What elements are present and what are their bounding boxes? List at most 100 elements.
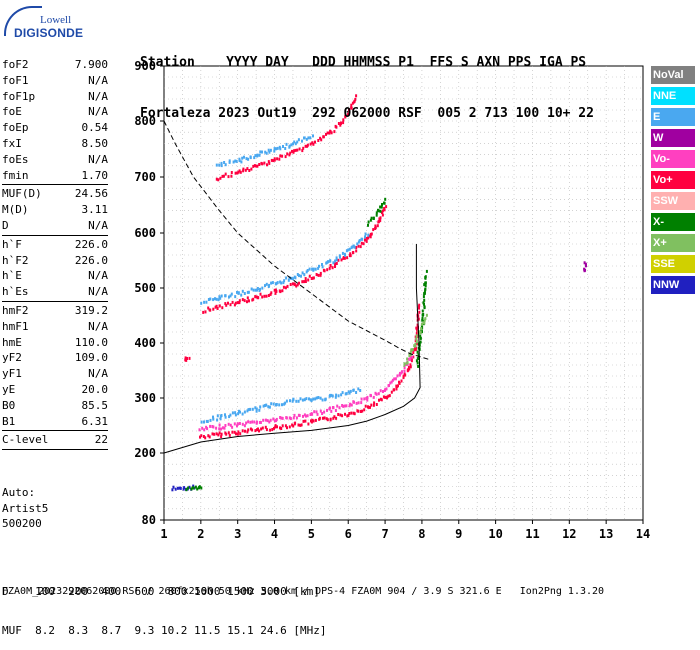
- echo-pixel: [329, 259, 332, 263]
- echo-pixel: [422, 313, 425, 316]
- echo-pixel: [255, 164, 258, 168]
- echo-pixel: [296, 140, 299, 144]
- echo-pixel: [420, 322, 423, 326]
- echo-pixel: [360, 397, 363, 401]
- param-divider: [2, 234, 108, 236]
- echo-pixel: [335, 256, 338, 260]
- echo-pixel: [248, 299, 250, 303]
- echo-pixel: [255, 407, 258, 411]
- echo-pixel: [314, 140, 316, 144]
- echo-pixel: [216, 418, 219, 422]
- auto-label: Auto:: [2, 486, 36, 499]
- echo-pixel: [332, 261, 335, 265]
- echo-pixel: [238, 301, 241, 305]
- echo-pixel: [419, 336, 422, 340]
- x-tick-label: 12: [562, 527, 576, 541]
- legend-item-e: E: [651, 108, 695, 126]
- echo-pixel: [282, 285, 285, 289]
- echo-pixel: [403, 362, 406, 366]
- echo-pixel: [251, 420, 254, 424]
- echo-pixel: [247, 428, 250, 432]
- echo-pixel: [298, 147, 301, 151]
- echo-pixel: [372, 395, 375, 399]
- logo-lowell: Lowell: [40, 14, 72, 26]
- echo-pixel: [366, 398, 369, 402]
- echo-pixel: [368, 234, 371, 238]
- echo-pixel: [353, 245, 356, 249]
- echo-pixel: [265, 428, 268, 432]
- echo-pixel: [208, 435, 211, 439]
- param-row: h`E N/A: [2, 268, 108, 284]
- echo-pixel: [312, 267, 315, 271]
- echo-pixel: [306, 414, 309, 418]
- echo-pixel: [218, 163, 221, 167]
- x-tick-label: 14: [636, 527, 650, 541]
- echo-pixel: [291, 149, 293, 153]
- echo-pixel: [196, 487, 199, 491]
- echo-pixel: [353, 400, 355, 404]
- echo-pixel: [200, 420, 203, 424]
- echo-pixel: [293, 140, 296, 144]
- echo-pixel: [343, 252, 346, 256]
- echo-pixel: [332, 416, 335, 420]
- echo-pixel: [418, 344, 421, 348]
- x-tick-label: 8: [418, 527, 425, 541]
- param-name: foEs: [2, 152, 29, 166]
- echo-pixel: [302, 419, 305, 423]
- echo-pixel: [341, 414, 344, 418]
- polarization-legend: NoVal NNE E W Vo- Vo+ SSW X- X+ SSE NNW: [651, 66, 695, 297]
- echo-pixel: [303, 136, 306, 140]
- x-tick-label: 11: [525, 527, 539, 541]
- echo-pixel: [342, 121, 345, 125]
- header-line-2: Fortaleza 2023 Out19 292 062000 RSF 005 …: [140, 106, 594, 121]
- echo-pixel: [241, 412, 244, 416]
- echo-pixel: [270, 158, 273, 162]
- echo-pixel: [237, 291, 240, 295]
- echo-pixel: [274, 282, 277, 286]
- echo-pixel: [340, 258, 343, 262]
- echo-pixel: [318, 416, 321, 420]
- echo-pixel: [332, 406, 335, 410]
- echo-pixel: [218, 431, 221, 435]
- echo-pixel: [230, 171, 233, 174]
- echo-pixel: [268, 161, 271, 165]
- echo-pixel: [254, 295, 257, 299]
- param-value: 6.31: [81, 414, 109, 428]
- echo-pixel: [357, 401, 360, 405]
- echo-pixel: [303, 413, 306, 417]
- echo-pixel: [304, 144, 307, 148]
- echo-pixel: [305, 137, 308, 141]
- echo-pixel: [335, 393, 338, 397]
- echo-pixel: [351, 251, 354, 255]
- echo-pixel: [407, 366, 410, 369]
- echo-pixel: [209, 424, 212, 428]
- echo-pixel: [334, 395, 337, 399]
- echo-pixel: [315, 410, 318, 414]
- echo-pixel: [384, 197, 387, 201]
- echo-pixel: [286, 152, 289, 156]
- echo-pixel: [346, 414, 349, 418]
- echo-pixel: [312, 142, 315, 146]
- echo-pixel: [304, 280, 307, 283]
- echo-pixel: [298, 281, 300, 285]
- echo-pixel: [333, 130, 336, 134]
- echo-pixel: [257, 296, 260, 300]
- echo-pixel: [198, 428, 201, 432]
- echo-pixel: [377, 392, 380, 396]
- echo-pixel: [364, 238, 366, 242]
- echo-pixel: [423, 283, 426, 287]
- echo-pixel: [276, 157, 279, 161]
- echo-pixel: [331, 394, 334, 398]
- echo-pixel: [347, 413, 350, 417]
- echo-pixel: [212, 417, 215, 421]
- echo-pixel: [362, 242, 365, 246]
- echo-pixel: [243, 155, 245, 159]
- echo-pixel: [423, 305, 426, 309]
- echo-pixel: [218, 423, 221, 427]
- echo-pixel: [295, 416, 298, 420]
- echo-pixel: [215, 432, 218, 436]
- echo-pixel: [265, 151, 268, 155]
- echo-pixel: [236, 301, 239, 305]
- profile-line: [163, 244, 421, 454]
- echo-pixel: [347, 112, 350, 116]
